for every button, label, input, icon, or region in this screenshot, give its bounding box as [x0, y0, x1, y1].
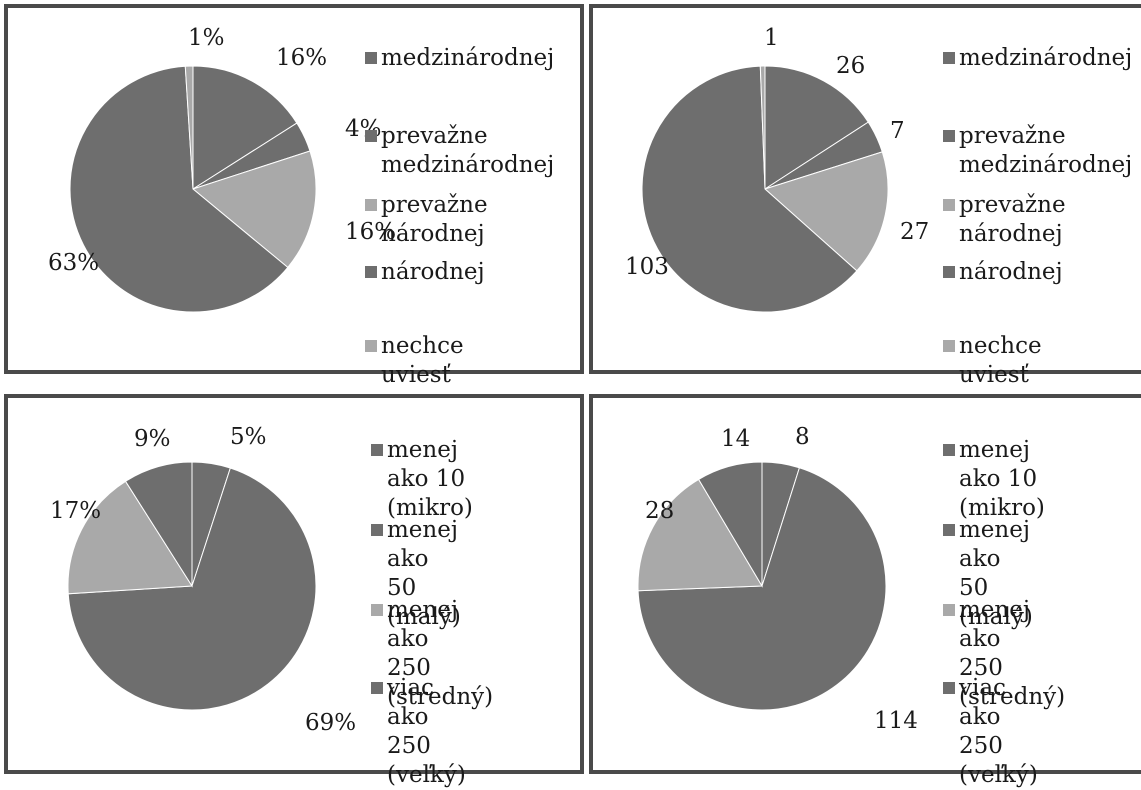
legend-item: menej ako 250 (stredný): [371, 596, 493, 712]
data-label: 26: [836, 53, 865, 79]
pie-slice: [637, 467, 887, 711]
pie-slice: [759, 65, 766, 190]
legend-item: medzinárodnej: [943, 44, 1132, 73]
data-label: 63%: [48, 250, 99, 276]
legend-label: nechce uviesť: [381, 333, 464, 388]
legend-swatch: [371, 682, 383, 694]
pie-slice: [764, 151, 889, 272]
legend-item: menej ako 10 (mikro): [371, 436, 473, 523]
legend-swatch: [371, 524, 383, 536]
legend-label: medzinárodnej: [959, 45, 1133, 71]
data-label: 27: [900, 219, 929, 245]
legend-item: nechce uviesť: [943, 332, 1042, 390]
legend-item: viac ako 250 (veľký): [943, 674, 1038, 790]
legend-swatch: [943, 199, 955, 211]
data-label: 16%: [345, 219, 396, 245]
pie-slice: [191, 150, 317, 269]
legend-swatch: [943, 444, 955, 456]
data-label: 8: [795, 424, 810, 450]
data-label: 28: [645, 498, 674, 524]
legend-swatch: [365, 199, 377, 211]
legend-label: prevažne medzinárodnej: [381, 123, 555, 178]
legend-swatch: [365, 52, 377, 64]
legend-label: viac ako 250 (veľký): [959, 675, 1038, 788]
legend-label: prevažne medzinárodnej: [959, 123, 1133, 178]
legend-item: prevažne národnej: [943, 191, 1066, 249]
legend-item: nechce uviesť: [365, 332, 464, 390]
pie-slice: [67, 467, 317, 711]
legend-item: menej ako 50 (malý): [371, 516, 461, 632]
legend-label: viac ako 250 (veľký): [387, 675, 466, 788]
legend-label: menej ako 50 (malý): [959, 517, 1033, 630]
legend-label: menej ako 10 (mikro): [959, 437, 1045, 521]
pie-slice: [641, 65, 858, 313]
legend-swatch: [943, 682, 955, 694]
data-label: 7: [890, 118, 905, 144]
legend-label: nechce uviesť: [959, 333, 1042, 388]
pie-chart-share-percent: 16%4%16%63%1%: [48, 25, 396, 313]
legend-swatch: [365, 340, 377, 352]
data-label: 114: [874, 708, 918, 734]
legend-item: národnej: [365, 258, 485, 287]
legend-swatch: [365, 266, 377, 278]
legend-swatch: [943, 52, 955, 64]
pie-slice: [124, 461, 193, 588]
chart-panel-size-percent: 5% 69% 17% 9% menej ako 10 (mikro) menej ako …: [4, 394, 584, 788]
legend-swatch: [943, 340, 955, 352]
legend-swatch: [365, 130, 377, 142]
legend-label: menej ako 10 (mikro): [387, 437, 473, 521]
legend-item: prevažne medzinárodnej: [365, 122, 554, 180]
legend-item: viac ako 250 (veľký): [371, 674, 466, 790]
chart-panel-share-count: 26 7 27 103 1 medzinárodnej prevažne medzináro…: [589, 4, 1141, 388]
pie-slice: [184, 65, 194, 190]
pie-chart-share-count: 26 7 27 103 1: [625, 25, 929, 313]
legend-swatch: [943, 604, 955, 616]
legend-item: menej ako 250 (stredný): [943, 596, 1065, 712]
legend-label: menej ako 250 (stredný): [387, 597, 494, 710]
legend-item: prevažne medzinárodnej: [943, 122, 1132, 180]
pie-chart-size-percent: 5% 69% 17% 9%: [50, 424, 356, 736]
data-label: 14: [721, 426, 750, 452]
legend-label: menej ako 250 (stredný): [959, 597, 1066, 710]
legend-label: menej ako 50 (malý): [387, 517, 461, 630]
legend-label: prevažne národnej: [959, 192, 1066, 247]
legend-item: národnej: [943, 258, 1063, 287]
data-label: 16%: [276, 45, 327, 71]
legend-item: menej ako 50 (malý): [943, 516, 1033, 632]
legend-label: národnej: [959, 259, 1063, 285]
legend-swatch: [371, 604, 383, 616]
pie-slice: [764, 65, 869, 190]
legend-label: prevažne národnej: [381, 192, 488, 247]
chart-panel-size-count: 8 114 28 14 menej ako 10 (mikro) menej ako 50…: [589, 394, 1141, 788]
data-label: 5%: [230, 424, 267, 450]
pie-slice: [637, 478, 763, 592]
pie-chart-size-count: 8 114 28 14: [637, 424, 918, 734]
data-label: 9%: [134, 426, 171, 452]
pie-slice: [67, 480, 193, 595]
legend-item: prevažne národnej: [365, 191, 488, 249]
legend-swatch: [943, 524, 955, 536]
legend-swatch: [943, 266, 955, 278]
pie-slice: [192, 65, 298, 190]
legend-label: národnej: [381, 259, 485, 285]
data-label: 103: [625, 254, 669, 280]
chart-panel-share-percent: 16% 4% 16% 63% 1% medzinárodnej prevažne medzi…: [4, 4, 584, 388]
legend-item: menej ako 10 (mikro): [943, 436, 1045, 523]
data-label: 1: [764, 25, 779, 51]
pie-slice: [697, 461, 763, 588]
legend-label: medzinárodnej: [381, 45, 555, 71]
legend-swatch: [943, 130, 955, 142]
data-label: 1%: [188, 25, 225, 51]
data-label: 69%: [305, 710, 356, 736]
legend-swatch: [371, 444, 383, 456]
data-label: 17%: [50, 498, 101, 524]
pie-slice: [69, 65, 289, 313]
legend-item: medzinárodnej: [365, 44, 554, 73]
